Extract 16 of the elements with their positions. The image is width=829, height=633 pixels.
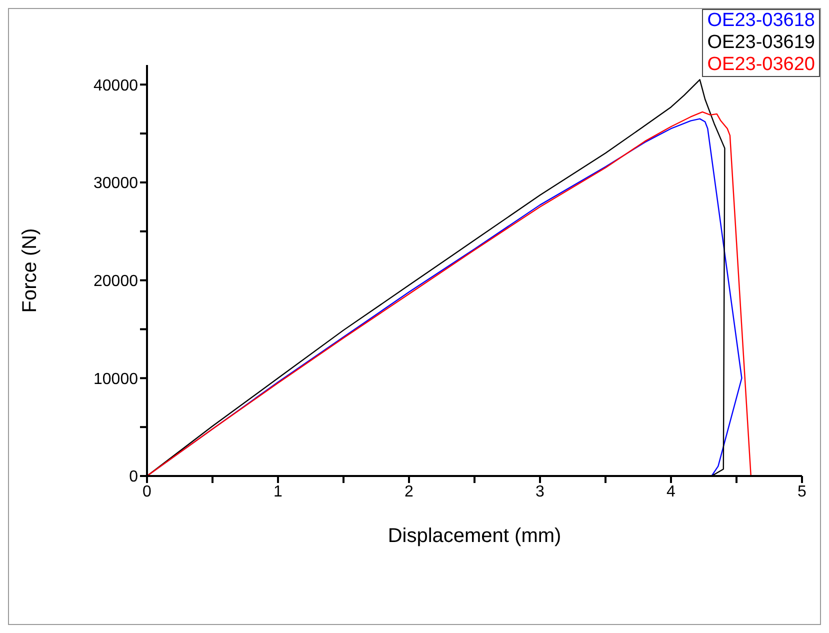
x-tick-label: 4 [666,483,676,500]
y-tick-label: 0 [129,468,138,486]
x-tick-label: 2 [404,483,414,500]
x-tick-label: 1 [274,483,283,500]
text: OE23-03618 [707,10,815,32]
y-tick-label: 10000 [94,370,138,388]
x-tick-label: 0 [142,483,152,500]
series-label: OE23-03619 [707,32,815,54]
x-tick-label: 5 [798,483,807,500]
x-tick-label: 3 [536,483,545,500]
y-tick-label: 30000 [94,175,138,192]
y-axis-title: Force (N) [19,228,42,313]
y-tick-label: 20000 [94,272,138,290]
x-axis-title: Displacement (mm) [388,525,562,547]
y-tick-label: 40000 [94,77,138,94]
series-label: OE23-03620 [707,54,815,76]
